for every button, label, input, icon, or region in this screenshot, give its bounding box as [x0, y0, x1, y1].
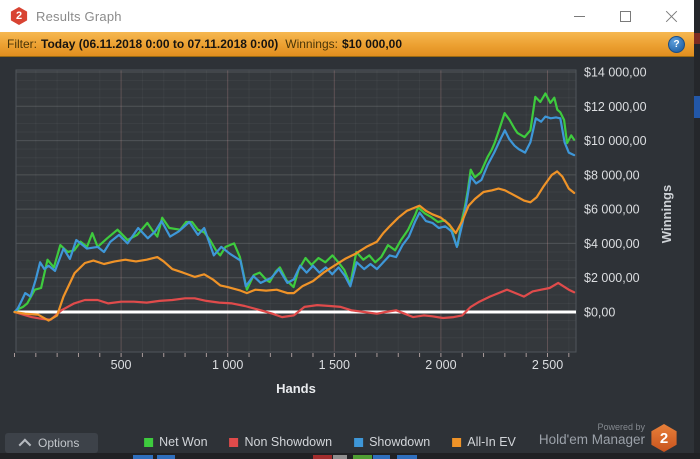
taskbar-sliver [313, 455, 332, 459]
legend-label: Showdown [369, 435, 431, 449]
winnings-value: $10 000,00 [341, 37, 403, 51]
legend-label: Non Showdown [244, 435, 333, 449]
series-line-showdown [13, 115, 576, 314]
powered-by-text: Powered by [597, 422, 645, 432]
options-label: Options [38, 436, 80, 450]
plot-border [15, 69, 577, 353]
showdown-swatch-icon [354, 437, 364, 447]
maximize-button[interactable] [602, 0, 648, 32]
help-icon[interactable]: ? [668, 36, 685, 53]
maximize-icon [619, 10, 631, 22]
chart-panel: $0,00 $2 000,00 $4 000,00 $6 000,00 $8 000,0… [0, 57, 694, 453]
chevron-up-icon [18, 438, 32, 451]
y-tick-label: $8 000,00 [584, 168, 640, 182]
title-bar[interactable]: 2 Results Graph [0, 0, 694, 32]
legend-label: Net Won [159, 435, 208, 449]
taskbar-sliver [133, 455, 153, 459]
y-axis-title: Winnings [659, 185, 674, 243]
y-tick-label: $2 000,00 [584, 271, 640, 285]
legend-item-non-showdown[interactable]: Non Showdown [229, 435, 333, 449]
options-button[interactable]: Options [5, 433, 98, 453]
x-tick-label: 1 000 [212, 358, 243, 372]
close-button[interactable] [648, 0, 694, 32]
series-line-all-in-ev [13, 170, 576, 322]
all-in-ev-swatch-icon [452, 437, 462, 447]
taskbar-sliver [373, 455, 390, 459]
x-tick-label: 2 000 [425, 358, 456, 372]
x-axis-title: Hands [276, 381, 316, 396]
desktop-edge-strip [694, 0, 700, 459]
background-window-sliver [694, 33, 700, 44]
series-line-net-won [13, 92, 576, 314]
taskbar-sliver [397, 455, 417, 459]
legend-item-all-in-ev[interactable]: All-In EV [452, 435, 516, 449]
series-line-non-showdown [13, 281, 576, 321]
background-window-sliver [694, 96, 700, 118]
brand-name: Hold'em Manager [538, 431, 645, 447]
taskbar-sliver [333, 455, 347, 459]
close-icon [665, 10, 678, 23]
non-showdown-swatch-icon [229, 437, 239, 447]
legend-item-net-won[interactable]: Net Won [144, 435, 208, 449]
filter-label: Filter: [7, 37, 37, 51]
winnings-label: Winnings: [285, 37, 338, 51]
y-tick-label: $4 000,00 [584, 237, 640, 251]
minimize-icon [573, 15, 585, 17]
filter-bar[interactable]: Filter: Today (06.11.2018 0:00 to 07.11.… [0, 32, 694, 57]
chart-legend: Net Won Non Showdown Showdown All-In EV [144, 435, 516, 449]
hm2-app-icon: 2 [10, 7, 28, 25]
powered-by-block: Powered by Hold'em Manager [538, 422, 645, 448]
taskbar-sliver [353, 455, 372, 459]
y-tick-label: $10 000,00 [584, 134, 647, 148]
filter-range: Today (06.11.2018 0:00 to 07.11.2018 0:0… [41, 37, 279, 51]
legend-label: All-In EV [467, 435, 516, 449]
y-tick-label: $0,00 [584, 306, 615, 320]
x-tick-label: 1 500 [319, 358, 350, 372]
window-title: Results Graph [36, 8, 122, 24]
results-chart: $0,00 $2 000,00 $4 000,00 $6 000,00 $8 000,0… [13, 66, 674, 396]
x-tick-label: 500 [111, 358, 132, 372]
y-tick-label: $14 000,00 [584, 66, 647, 80]
net-won-swatch-icon [144, 437, 154, 447]
plot-area [16, 70, 576, 352]
minimize-button[interactable] [556, 0, 602, 32]
taskbar-edge-strip [0, 453, 700, 459]
taskbar-sliver [157, 455, 175, 459]
legend-item-showdown[interactable]: Showdown [354, 435, 430, 449]
y-tick-label: $6 000,00 [584, 203, 640, 217]
x-tick-label: 2 500 [532, 358, 563, 372]
y-tick-label: $12 000,00 [584, 100, 647, 114]
